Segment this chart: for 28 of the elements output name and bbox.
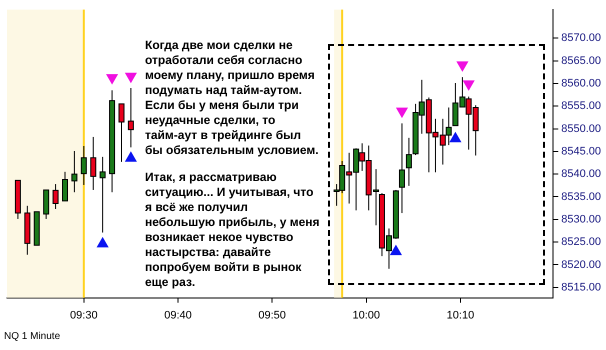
y-tick-label: 8515.00 [561, 281, 602, 294]
point [125, 72, 137, 83]
y-tick-label: 8570.00 [561, 32, 602, 44]
y-tick-label: 8540.00 [561, 168, 602, 180]
y-tick-label: 8555.00 [561, 100, 602, 112]
x-tick-label: 09:50 [258, 309, 286, 322]
point [96, 237, 108, 248]
y-tick-label: 8560.00 [561, 77, 602, 90]
x-tick-label: 10:10 [446, 309, 474, 322]
y-tick-label: 8565.00 [561, 54, 602, 67]
annotation: Итак, я рассматриваю ситуацию... И учитывая, что я всё же получил небольшую прибыль, у меня возникает некое чувство настырства: давайте попробуем войти в рынок еще раз. [145, 170, 320, 290]
x-tick-label: 09:40 [164, 309, 192, 322]
y-tick-label: 8550.00 [561, 122, 602, 135]
text: NQ 1 Minute [4, 331, 60, 343]
annotation: Когда две мои сделки не отработали себя согласно моему плану, пришло время подумать над тайм-аутом. Если бы у меня были три неудачные сделки, то тайм-аут в трейдинге был бы обязательным условием. [145, 38, 319, 158]
y-tick-label: 8530.00 [561, 213, 602, 226]
point [106, 74, 118, 84]
y-tick-label: 8545.00 [561, 145, 602, 158]
point [390, 245, 402, 256]
y-tick-label: 8520.00 [561, 258, 602, 271]
point [456, 61, 468, 72]
point [396, 108, 408, 118]
y-tick-label: 8535.00 [561, 190, 602, 203]
point [125, 152, 137, 162]
x-tick-label: 09:30 [70, 309, 98, 322]
x-tick-label: 10:00 [352, 309, 380, 322]
y-tick-label: 8525.00 [561, 236, 602, 248]
point [462, 80, 474, 90]
